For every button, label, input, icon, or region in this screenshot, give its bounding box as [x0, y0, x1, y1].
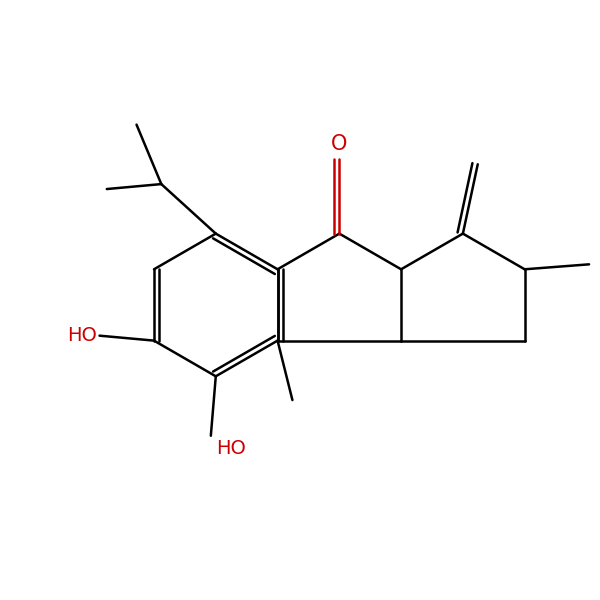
Text: HO: HO	[67, 326, 97, 345]
Text: O: O	[331, 134, 347, 154]
Text: HO: HO	[216, 439, 245, 458]
